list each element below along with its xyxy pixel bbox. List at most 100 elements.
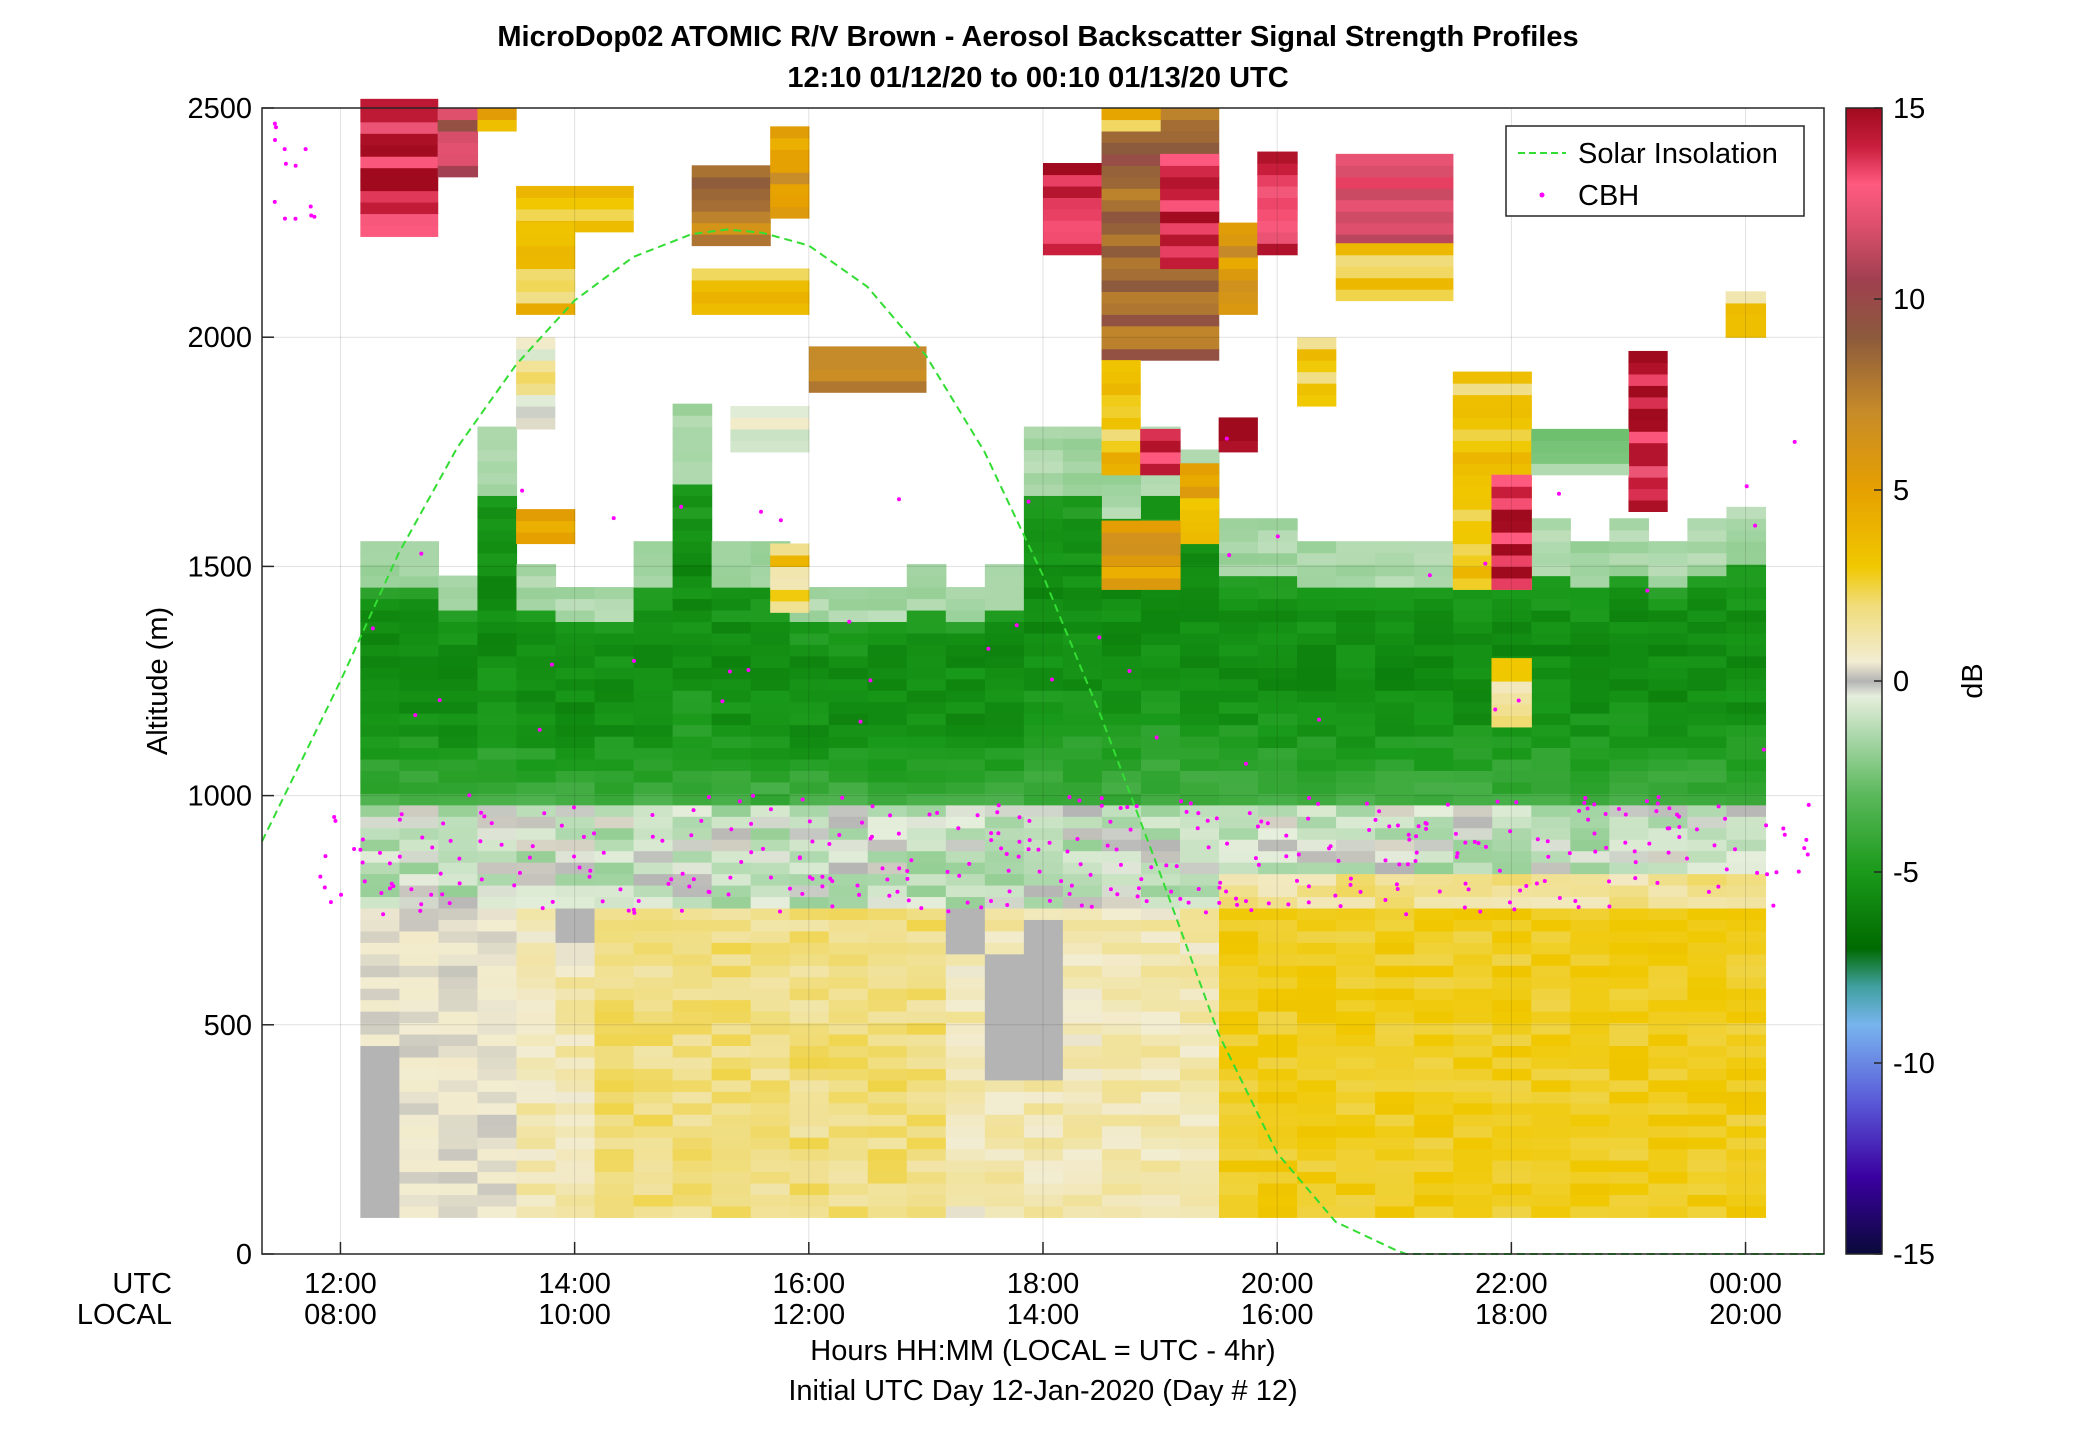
heatmap-cell <box>711 1114 752 1127</box>
heatmap-cell <box>1609 518 1649 531</box>
heatmap-cell <box>1219 1033 1259 1047</box>
heatmap-cell <box>1219 1194 1259 1207</box>
heatmap-cell <box>1453 999 1493 1012</box>
heatmap-cell <box>633 564 674 577</box>
heatmap-cell <box>477 884 518 898</box>
heatmap-cell <box>1297 690 1337 703</box>
heatmap-cell <box>1687 999 1728 1012</box>
heatmap-cell <box>1218 417 1258 430</box>
heatmap-cell <box>555 965 596 978</box>
heatmap-cell <box>1628 419 1668 432</box>
heatmap-cell <box>516 965 557 978</box>
y-tick-label: 0 <box>236 1239 252 1271</box>
heatmap-cell <box>516 655 557 668</box>
heatmap-cell <box>945 1182 986 1196</box>
cbh-point <box>1604 845 1609 850</box>
heatmap-cell <box>1531 428 1630 441</box>
heatmap-cell <box>438 827 479 840</box>
heatmap-cell <box>789 1160 830 1173</box>
heatmap-cell <box>789 839 830 852</box>
heatmap-cell <box>399 1114 440 1127</box>
heatmap-cell <box>516 896 557 909</box>
cbh-point <box>397 854 402 859</box>
heatmap-cell <box>1492 953 1532 966</box>
heatmap-cell <box>691 176 771 189</box>
heatmap-cell <box>1101 1148 1142 1161</box>
heatmap-cell <box>1375 965 1415 978</box>
heatmap-cell <box>555 770 596 783</box>
heatmap-cell <box>1140 678 1181 691</box>
heatmap-cell <box>1453 884 1493 898</box>
heatmap-cell <box>789 1091 830 1104</box>
heatmap-cell <box>633 999 674 1012</box>
cbh-point <box>1463 840 1468 845</box>
heatmap-cell <box>828 827 869 840</box>
heatmap-cell <box>789 701 830 714</box>
heatmap-cell <box>1140 644 1181 657</box>
cbh-point <box>1367 828 1372 833</box>
cbh-point <box>352 847 357 852</box>
heatmap-cell <box>399 575 440 588</box>
heatmap-cell <box>1101 1091 1142 1104</box>
heatmap-cell <box>1297 348 1337 361</box>
heatmap-cell <box>1258 736 1298 749</box>
heatmap-cell <box>750 953 791 966</box>
cbh-point <box>1712 843 1717 848</box>
heatmap-cell <box>672 575 713 588</box>
heatmap-cell <box>1160 165 1220 178</box>
heatmap-cell <box>984 862 1025 875</box>
heatmap-cell <box>789 1125 830 1138</box>
heatmap-cell <box>1414 1011 1454 1024</box>
heatmap-cell <box>1140 781 1181 794</box>
heatmap-cell <box>555 1182 596 1196</box>
heatmap-cell <box>1179 486 1220 499</box>
heatmap-cell <box>360 1022 400 1035</box>
heatmap-cell <box>1648 1068 1688 1081</box>
heatmap-cell <box>1375 1160 1415 1173</box>
cbh-point <box>1265 821 1270 826</box>
heatmap-cell <box>1375 1148 1415 1161</box>
heatmap-cell <box>1628 408 1668 421</box>
heatmap-cell <box>1062 907 1103 920</box>
heatmap-cell <box>438 839 479 852</box>
heatmap-cell <box>1179 919 1220 932</box>
heatmap-cell <box>1687 701 1728 714</box>
heatmap-cell <box>1726 862 1767 875</box>
heatmap-cell <box>1219 999 1259 1012</box>
heatmap-cell <box>438 1011 479 1024</box>
heatmap-cell <box>1179 999 1220 1012</box>
heatmap-cell <box>516 816 557 829</box>
x-tick-label-local: 20:00 <box>1709 1299 1782 1331</box>
heatmap-cell <box>1062 1125 1103 1138</box>
cbh-point <box>1196 811 1201 816</box>
heatmap-cell <box>945 816 986 829</box>
heatmap-cell <box>906 884 947 898</box>
heatmap-cell <box>1375 896 1415 909</box>
cbh-point <box>1666 850 1671 855</box>
heatmap-cell <box>1297 976 1337 989</box>
heatmap-cell <box>1258 564 1298 577</box>
heatmap-cell <box>770 589 810 602</box>
heatmap-cell <box>1453 758 1493 771</box>
heatmap-cell <box>789 1056 830 1069</box>
heatmap-cell <box>477 827 518 840</box>
heatmap-cell <box>1570 713 1610 726</box>
heatmap-cell <box>1726 1033 1767 1047</box>
heatmap-cell <box>1453 1022 1493 1035</box>
heatmap-cell <box>1336 988 1376 1001</box>
heatmap-cell <box>1414 747 1454 760</box>
heatmap-cell <box>1531 1182 1571 1196</box>
heatmap-cell <box>711 644 752 657</box>
cbh-point <box>1542 878 1547 883</box>
heatmap-cell <box>1687 942 1728 955</box>
heatmap-cell <box>711 1022 752 1035</box>
heatmap-cell <box>1140 621 1181 634</box>
heatmap-cell <box>984 621 1025 634</box>
heatmap-cell <box>1101 566 1181 579</box>
heatmap-cell <box>360 167 439 180</box>
heatmap-cell <box>1336 701 1376 714</box>
heatmap-cell <box>1258 1079 1298 1092</box>
heatmap-cell <box>1179 850 1220 863</box>
heatmap-cell <box>360 713 400 726</box>
